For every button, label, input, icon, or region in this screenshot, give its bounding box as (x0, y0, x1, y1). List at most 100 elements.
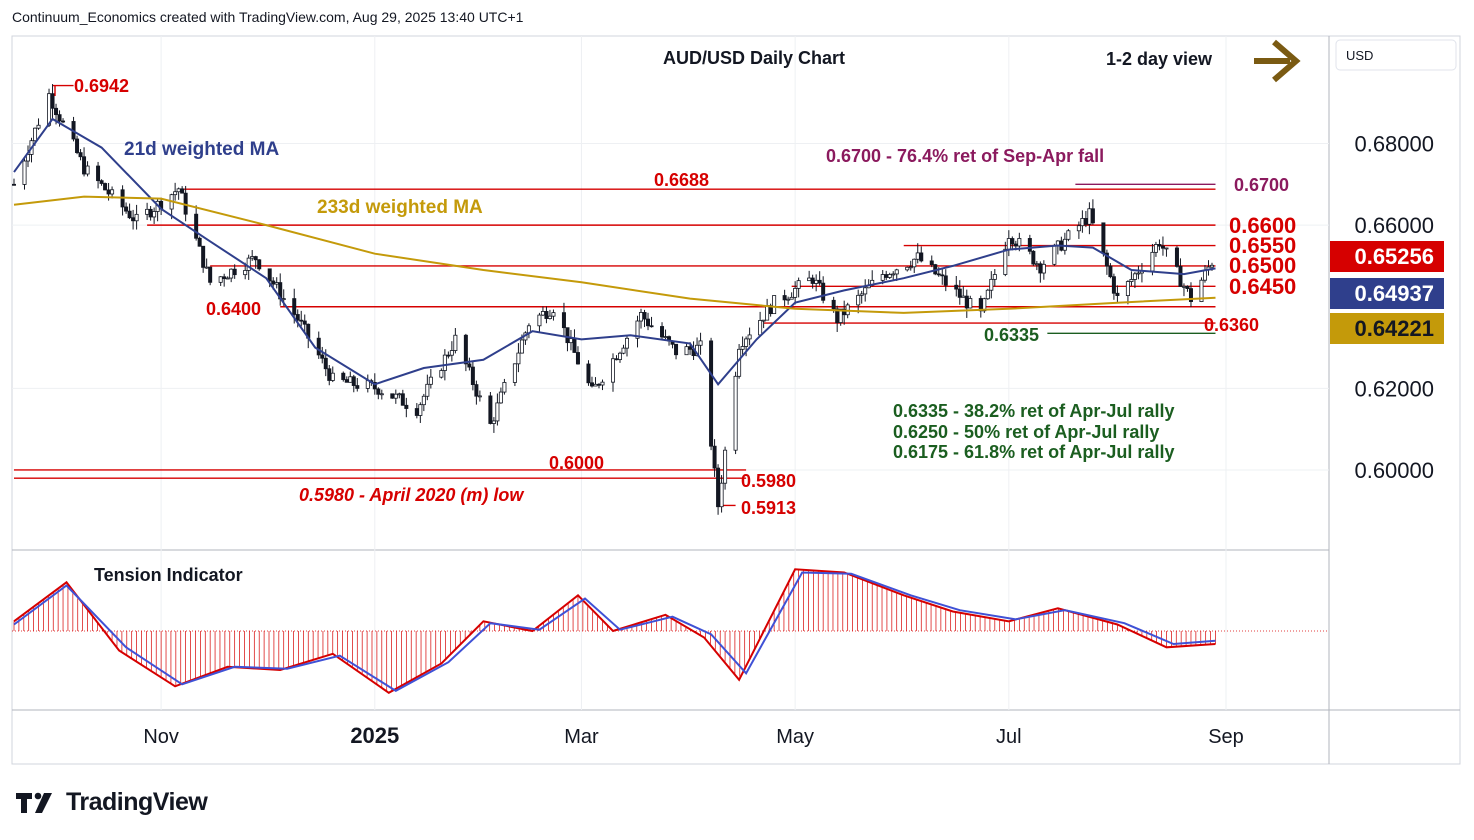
candle-body (864, 288, 867, 294)
candle-2025-05-09 (822, 276, 825, 303)
candle-body (622, 348, 625, 353)
candle-body (296, 314, 299, 320)
candle-body (594, 384, 597, 386)
candle-body (818, 280, 821, 283)
candle-body (1210, 265, 1213, 267)
candle-2025-03-31 (685, 343, 688, 355)
level-label-0.6000: 0.6000 (549, 453, 604, 473)
candle-body (1091, 209, 1094, 223)
candle-body (47, 94, 50, 126)
candle-2025-04-14 (734, 372, 737, 454)
candle-body (331, 373, 334, 380)
candle-body (990, 279, 993, 290)
candle-2025-06-06 (920, 246, 923, 262)
candle-2025-01-28 (468, 358, 471, 371)
candle-2025-01-31 (478, 391, 481, 402)
candle-2025-08-19 (1179, 258, 1182, 286)
annotation-3: 0.6175 - 61.8% ret of Apr-Jul rally (893, 442, 1174, 462)
candle-body (611, 359, 614, 382)
candle-body (916, 253, 919, 259)
candle-body (58, 115, 61, 121)
candle-body (860, 294, 863, 295)
price-tick-0.62000: 0.62000 (1354, 376, 1434, 401)
price-badge-label-2: 0.64221 (1354, 316, 1434, 341)
candle-body (419, 405, 422, 416)
level-label-0.6360: 0.6360 (1204, 315, 1259, 335)
candle-body (293, 299, 296, 315)
candle-body (195, 214, 198, 238)
price-axis[interactable]: USD0.680000.660000.620000.600000.652560.… (1330, 40, 1456, 483)
candle-body (440, 371, 443, 378)
candle-2025-03-18 (639, 309, 642, 329)
candle-body (576, 352, 579, 364)
price-tick-0.60000: 0.60000 (1354, 458, 1434, 483)
candle-body (1102, 223, 1105, 253)
candle-2025-02-25 (566, 328, 569, 352)
candle-body (955, 285, 958, 289)
candle-body (888, 275, 891, 278)
time-tick-Sep: Sep (1208, 726, 1244, 748)
candle-body (794, 288, 797, 297)
candle-2025-06-23 (979, 296, 982, 318)
candle-2025-08-26 (1203, 265, 1206, 283)
candle-2025-07-25 (1091, 199, 1094, 224)
time-tick-Jul: Jul (996, 726, 1022, 748)
candle-body (811, 278, 814, 283)
candle-2025-08-20 (1182, 283, 1185, 296)
tradingview-logo[interactable]: TradingView (16, 788, 207, 817)
candle-body (762, 320, 765, 321)
candle-2024-10-21 (121, 185, 124, 215)
candle-2024-12-04 (275, 277, 278, 288)
candle-2024-11-27 (251, 250, 254, 261)
candle-body (625, 338, 628, 348)
annotation-1: 0.6335 - 38.2% ret of Apr-Jul rally (893, 401, 1174, 421)
candle-2025-02-04 (492, 417, 495, 433)
candle-body (548, 316, 551, 318)
candle-body (153, 212, 156, 217)
candle-2025-05-19 (857, 290, 860, 314)
candle-body (895, 270, 898, 274)
chart-texts: AUD/USD Daily Chart1-2 day view21d weigh… (55, 42, 1296, 585)
candle-2025-07-11 (1042, 260, 1045, 280)
candle-2024-10-01 (51, 84, 54, 118)
candle-2025-05-21 (864, 279, 867, 301)
candle-body (454, 335, 457, 350)
annotation-4: 0.5980 - April 2020 (m) low (299, 485, 524, 505)
candle-body (356, 386, 359, 389)
candle-2025-02-27 (573, 329, 576, 352)
candle-body (1179, 266, 1182, 286)
price-tick-0.66000: 0.66000 (1354, 213, 1434, 238)
candle-body (1137, 273, 1140, 274)
candle-2025-01-15 (422, 394, 425, 411)
candle-body (660, 326, 663, 337)
candle-2025-08-15 (1165, 248, 1168, 257)
candle-body (177, 189, 180, 192)
candle-body (1077, 226, 1080, 231)
candle-2025-02-26 (569, 330, 572, 350)
candle-2025-02-05 (496, 393, 499, 425)
price-badge-label-0: 0.65256 (1354, 244, 1434, 269)
price-badge-label-1: 0.64937 (1354, 281, 1434, 306)
candle-body (941, 275, 944, 276)
candle-2025-01-30 (475, 381, 478, 405)
candle-body (937, 274, 940, 275)
candle-body (643, 312, 646, 319)
candle-body (520, 340, 523, 353)
candle-body (1035, 264, 1038, 265)
candle-2025-06-26 (990, 271, 993, 298)
candle-body (962, 296, 965, 297)
time-axis[interactable]: Nov2025MarMayJulSep (143, 723, 1243, 748)
candle-2025-04-04 (699, 333, 702, 355)
candle-body (741, 346, 744, 349)
level-label-0.5913: 0.5913 (741, 498, 796, 518)
candle-body (282, 299, 285, 300)
candle-body (300, 320, 303, 321)
candle-body (380, 394, 383, 395)
candle-2024-10-10 (82, 147, 85, 176)
candle-body (405, 405, 408, 408)
candle-2025-07-15 (1056, 240, 1059, 254)
candle-body (1053, 246, 1056, 264)
candle-2025-01-16 (426, 375, 429, 401)
candle-body (1112, 277, 1115, 294)
